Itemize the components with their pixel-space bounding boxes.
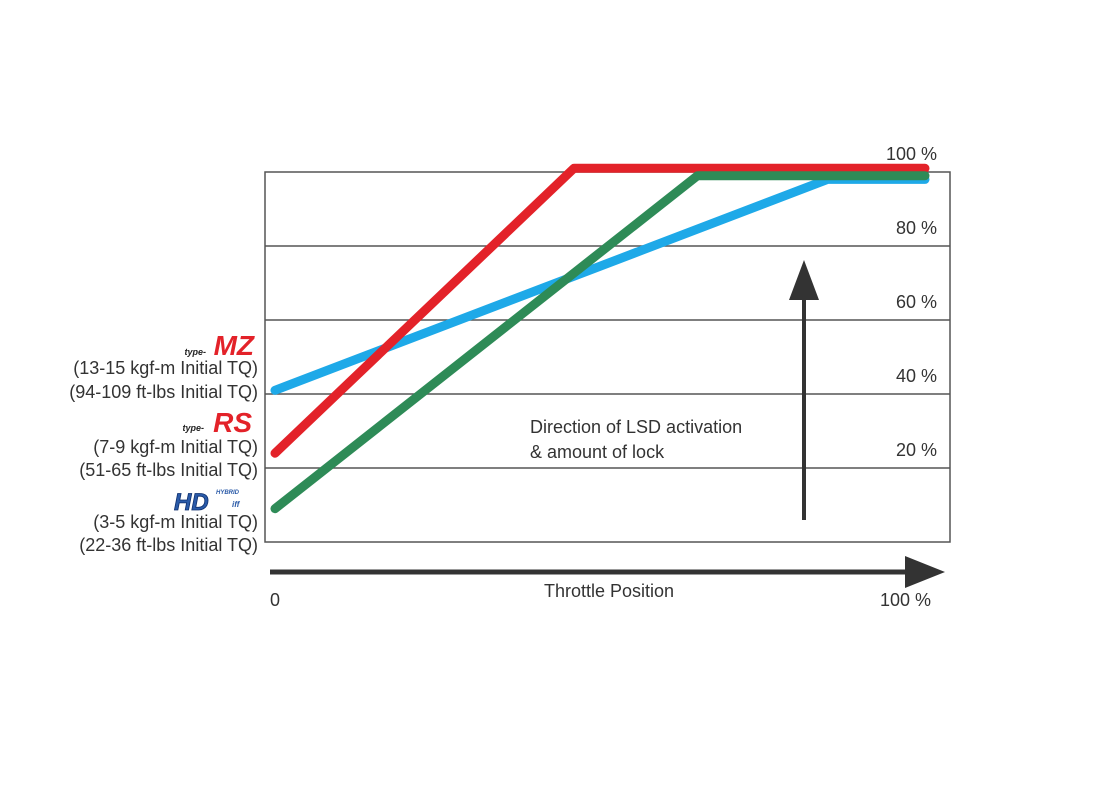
mz-desc-2: (94-109 ft-lbs Initial TQ) [69, 382, 258, 402]
hd-desc-1: (3-5 kgf-m Initial TQ) [93, 512, 258, 532]
legend-hd: HYBRID HD iff (3-5 kgf-m Initial TQ) (22… [79, 489, 258, 555]
x-tick-label-100: 100 % [880, 590, 931, 610]
mz-logo-main: MZ [214, 330, 255, 361]
annotation-line1: Direction of LSD activation [530, 417, 742, 437]
rs-logo-prefix: type- [182, 423, 204, 433]
hd-desc-2: (22-36 ft-lbs Initial TQ) [79, 535, 258, 555]
rs-desc-2: (51-65 ft-lbs Initial TQ) [79, 460, 258, 480]
y-tick-label-60: 60 % [896, 292, 937, 312]
gridlines [265, 245, 950, 469]
y-tick-label-100: 100 % [886, 144, 937, 164]
rs-desc-1: (7-9 kgf-m Initial TQ) [93, 437, 258, 457]
y-tick-label-20: 20 % [896, 440, 937, 460]
legend-mz: type- MZ (13-15 kgf-m Initial TQ) (94-10… [69, 330, 258, 402]
y-tick-label-80: 80 % [896, 218, 937, 238]
rs-logo-main: RS [213, 407, 252, 438]
activation-arrow-head [789, 260, 819, 300]
mz-desc-1: (13-15 kgf-m Initial TQ) [73, 358, 258, 378]
series-lines [270, 163, 930, 514]
x-axis-label: Throttle Position [544, 581, 674, 601]
hd-logo-top: HYBRID [216, 490, 240, 496]
annotation-line2: & amount of lock [530, 442, 665, 462]
hd-logo-sub: iff [232, 500, 241, 509]
hd-logo-main: HD [174, 489, 209, 516]
legend-rs: type- RS (7-9 kgf-m Initial TQ) (51-65 f… [79, 407, 258, 480]
series-line-rs [270, 163, 930, 458]
x-axis-arrow-head [905, 556, 945, 588]
y-tick-labels: 20 % 40 % 60 % 80 % 100 % [886, 144, 937, 460]
y-tick-label-40: 40 % [896, 366, 937, 386]
mz-logo-prefix: type- [184, 347, 206, 357]
x-tick-label-0: 0 [270, 590, 280, 610]
series-line-hd [270, 171, 930, 514]
